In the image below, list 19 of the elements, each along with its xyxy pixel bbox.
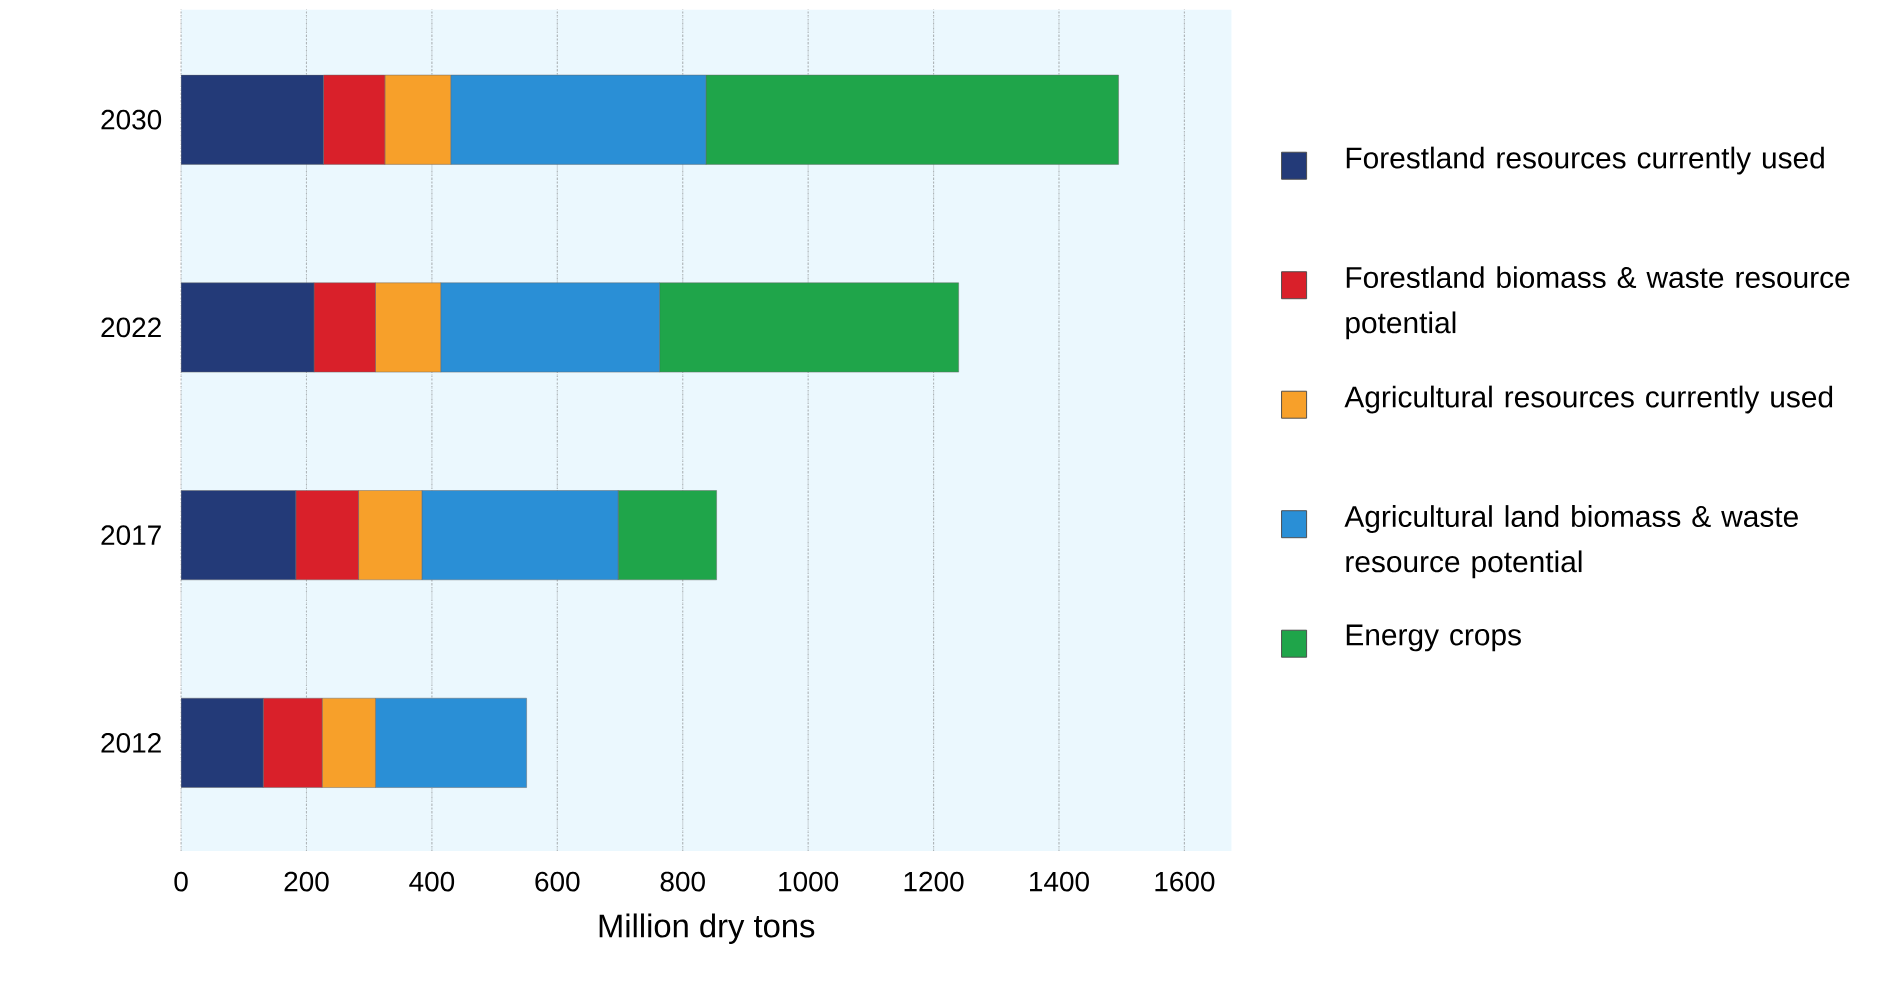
y-tick-label: 2030 <box>101 109 162 130</box>
x-tick-label: 1000 <box>779 871 839 892</box>
y-tick-label: 2017 <box>101 525 161 545</box>
legend-label: Agricultural resources currently used <box>1344 385 1833 414</box>
x-tick-label: 200 <box>284 871 329 892</box>
y-tick-label: 2022 <box>101 317 161 338</box>
legend-label: Energy crops <box>1346 624 1521 652</box>
x-tick-label: 1400 <box>1030 871 1089 892</box>
legend-label: Forestland biomass & waste resource potential <box>1346 265 1850 340</box>
legend-label: Forestland resources currently used <box>1346 146 1824 175</box>
x-tick-label: 800 <box>660 871 705 892</box>
x-tick-label: 400 <box>409 871 455 892</box>
legend-label: Agricultural land biomass & waste resource potential <box>1344 504 1798 579</box>
x-tick-label: 0 <box>174 871 188 892</box>
y-tick-label: 2012 <box>101 732 161 753</box>
x-tick-label: 600 <box>535 871 580 892</box>
x-tick-label: 1200 <box>904 871 964 892</box>
x-tick-label: 1600 <box>1155 871 1215 892</box>
x-axis-title: Million dry tons <box>599 913 815 944</box>
